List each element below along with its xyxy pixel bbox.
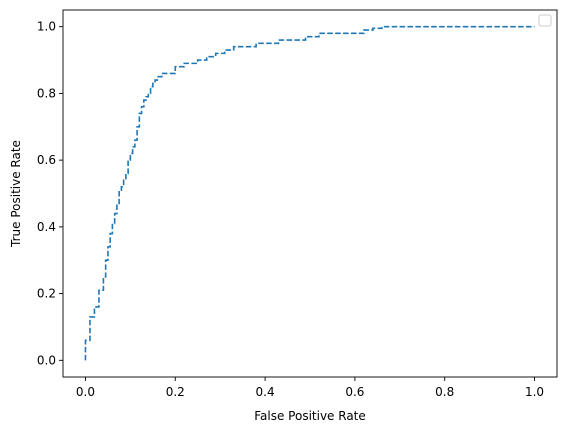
legend: [538, 14, 552, 27]
x-tick-label: 0.4: [256, 385, 275, 399]
y-tick-label: 0.4: [37, 220, 56, 234]
y-tick-label: 1.0: [37, 20, 56, 34]
x-axis-label: False Positive Rate: [254, 409, 366, 423]
axes-frame: [62, 9, 558, 378]
y-tick-label: 0.0: [37, 353, 56, 367]
x-tick-label: 0.0: [76, 385, 95, 399]
y-tick-label: 0.2: [37, 287, 56, 301]
y-tick-label: 0.6: [37, 153, 56, 167]
x-tick-label: 0.2: [166, 385, 185, 399]
y-tick-label: 0.8: [37, 86, 56, 100]
y-axis-label: True Positive Rate: [9, 140, 23, 248]
x-tick-label: 0.6: [345, 385, 364, 399]
x-tick-label: 0.8: [435, 385, 454, 399]
plot-area: [84, 25, 535, 361]
axes: 0.0 0.2 0.4 0.6 0.8 1.0 0.0 0.2 0.4 0.6 0.8 1.0: [37, 9, 558, 399]
x-tick-label: 1.0: [525, 385, 544, 399]
legend-box: [538, 14, 552, 27]
roc-curve-line: [84, 25, 535, 361]
